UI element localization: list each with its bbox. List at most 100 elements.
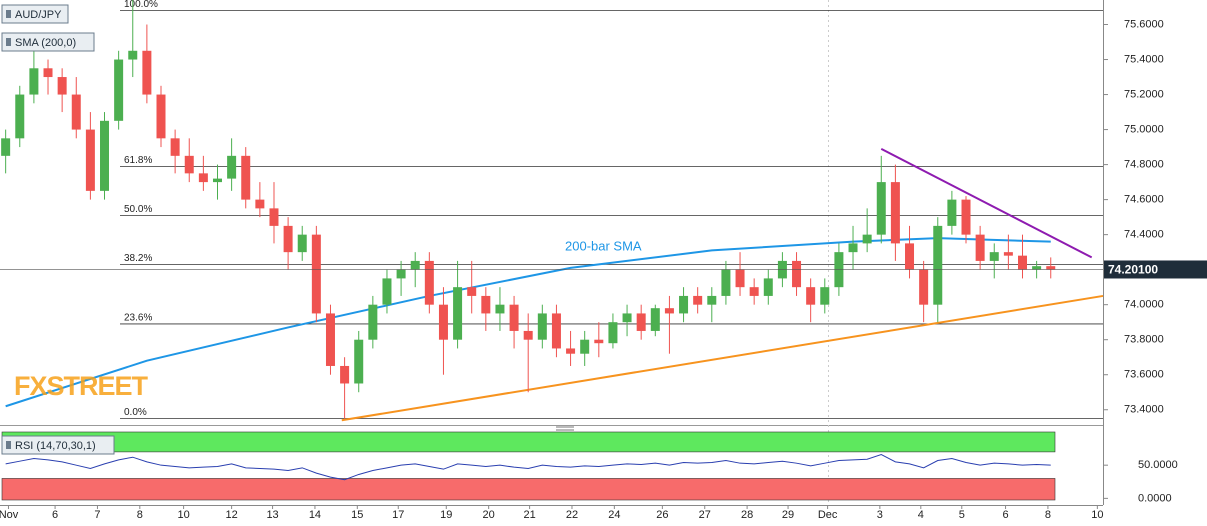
logo: FXSTREET: [14, 371, 149, 401]
rsi-tick-label: 0.0000: [1138, 492, 1172, 504]
y-tick-label: 74.4000: [1124, 229, 1164, 241]
x-tick-label: 13: [266, 509, 278, 521]
candle-body: [325, 313, 335, 366]
x-tick-label: 3: [877, 509, 883, 521]
candle-body: [749, 287, 759, 296]
candle-body: [15, 94, 25, 139]
candle-body: [453, 287, 463, 340]
x-tick-label: Dec: [818, 509, 838, 521]
candle-body: [297, 234, 307, 253]
candle-body: [156, 94, 166, 139]
candle-body: [283, 225, 293, 253]
candle-body: [396, 269, 406, 279]
candle-body: [707, 295, 717, 305]
y-tick-label: 74.8000: [1124, 159, 1164, 171]
candle-body: [580, 339, 590, 354]
fib-label: 23.6%: [124, 313, 152, 324]
candle-body: [170, 138, 180, 156]
x-tick-label: 10: [1091, 509, 1103, 521]
candle-body: [876, 182, 886, 235]
x-tick-label: 17: [392, 509, 404, 521]
x-tick-label: 6: [52, 509, 58, 521]
indicator-label-icon: [6, 38, 11, 46]
candle-body: [594, 339, 604, 344]
candle-body: [848, 243, 858, 253]
symbol-label-icon: [6, 10, 11, 18]
candle-body: [1032, 266, 1042, 270]
x-tick-label: 26: [656, 509, 668, 521]
current-price-label: 74.20100: [1108, 263, 1158, 277]
candle-body: [961, 199, 971, 235]
candle-body: [198, 173, 208, 183]
candle-body: [763, 278, 773, 296]
candle-body: [368, 304, 378, 340]
x-tick-label: 29: [782, 509, 794, 521]
x-tick-label: 22: [566, 509, 578, 521]
candle-body: [438, 304, 448, 340]
x-tick-label: 8: [1045, 509, 1051, 521]
x-tick-label: 20: [483, 509, 495, 521]
x-tick-label: 15: [351, 509, 363, 521]
y-tick-label: 73.8000: [1124, 334, 1164, 346]
candle-body: [650, 308, 660, 331]
candle-body: [622, 313, 632, 323]
x-tick-label: 19: [440, 509, 452, 521]
candle-body: [1017, 255, 1027, 270]
candle-body: [735, 269, 745, 288]
candle-body: [636, 313, 646, 331]
candle-body: [890, 182, 900, 244]
candle-body: [424, 260, 434, 305]
candle-body: [57, 77, 67, 95]
candle-body: [481, 295, 491, 314]
x-tick-label: 21: [523, 509, 535, 521]
y-tick-label: 74.6000: [1124, 194, 1164, 206]
rsi-tick-label: 50.0000: [1138, 459, 1178, 471]
candle-body: [269, 208, 279, 226]
x-tick-label: 7: [94, 509, 100, 521]
candle-body: [340, 365, 350, 384]
resistance-line: [880, 147, 1093, 259]
x-tick-label: 10: [177, 509, 189, 521]
symbol-label-box: [1, 4, 69, 24]
x-tick-label: Nov: [0, 509, 19, 521]
indicator-label-box: [1, 32, 95, 52]
candle-body: [862, 234, 872, 244]
x-tick-label: 6: [1002, 509, 1008, 521]
candle-body: [100, 120, 110, 191]
candle-body: [410, 260, 420, 270]
x-tick-label: 12: [225, 509, 237, 521]
candle-body: [679, 295, 689, 314]
candle-body: [537, 313, 547, 340]
rsi-label-box: [1, 435, 115, 455]
indicator-label: SMA (200,0): [15, 37, 76, 49]
y-tick-label: 75.4000: [1124, 53, 1164, 65]
sma-annotation: 200-bar SMA: [565, 238, 642, 253]
candle-body: [806, 287, 816, 305]
x-tick-label: 4: [918, 509, 924, 521]
candle-body: [664, 308, 674, 314]
x-tick-label: 28: [741, 509, 753, 521]
x-tick-label: 27: [699, 509, 711, 521]
y-tick-label: 74.0000: [1124, 299, 1164, 311]
candle-body: [551, 313, 561, 349]
candle-body: [128, 50, 138, 60]
y-tick-label: 73.6000: [1124, 369, 1164, 381]
candle-body: [114, 59, 124, 121]
rsi-label-icon: [6, 441, 11, 449]
candle-body: [255, 199, 265, 209]
candle-body: [975, 234, 985, 261]
rsi-label: RSI (14,70,30,1): [15, 440, 96, 452]
current-price-tag: [1104, 260, 1207, 279]
y-tick-label: 75.2000: [1124, 88, 1164, 100]
x-tick-label: 14: [309, 509, 321, 521]
candle-body: [467, 287, 477, 296]
rsi-overbought-band: [1, 431, 1056, 453]
candle-body: [212, 178, 222, 183]
candle-body: [820, 287, 830, 305]
fib-label: 0.0%: [124, 407, 147, 418]
candle-body: [509, 304, 519, 331]
y-tick-label: 75.6000: [1124, 18, 1164, 30]
candle-body: [608, 322, 618, 344]
candle-body: [1046, 266, 1056, 270]
